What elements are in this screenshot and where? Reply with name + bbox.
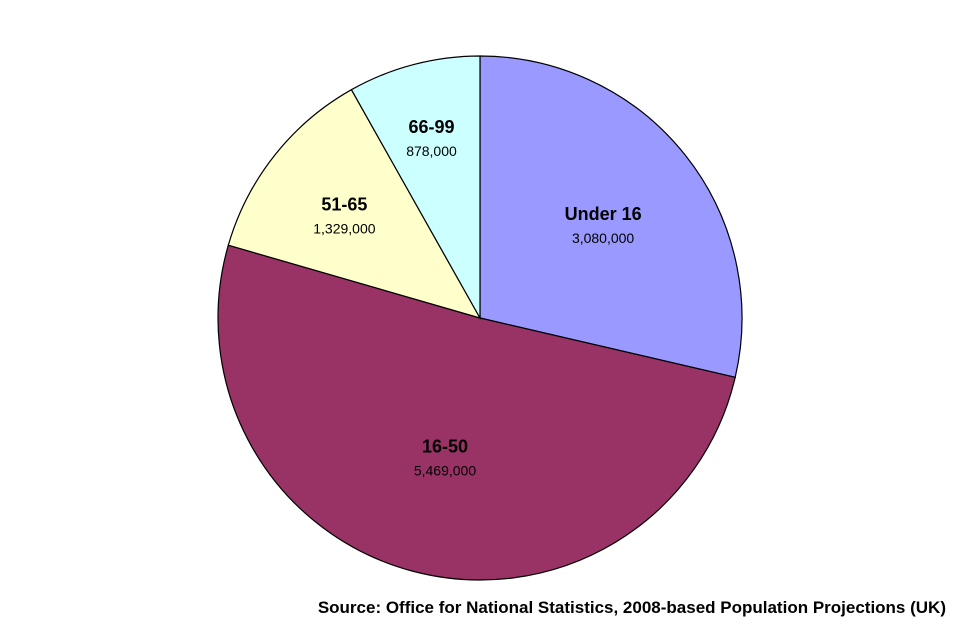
pie-slice-51-65 (227, 88, 482, 319)
source-note: Source: Office for National Statistics, … (317, 598, 946, 617)
slice-label-under-16: Under 16 (565, 204, 642, 224)
pie-slice-under-16 (479, 55, 743, 379)
slice-label-51-65: 51-65 (321, 195, 367, 215)
pie-slice-16-50 (217, 244, 736, 581)
slice-value-66-99: 878,000 (406, 143, 457, 159)
slice-label-16-50: 16-50 (422, 436, 468, 456)
pie-slice-66-99 (350, 55, 481, 321)
slice-value-51-65: 1,329,000 (313, 221, 375, 237)
slice-value-16-50: 5,469,000 (414, 462, 476, 478)
slice-label-66-99: 66-99 (408, 117, 454, 137)
slice-value-under-16: 3,080,000 (572, 230, 634, 246)
